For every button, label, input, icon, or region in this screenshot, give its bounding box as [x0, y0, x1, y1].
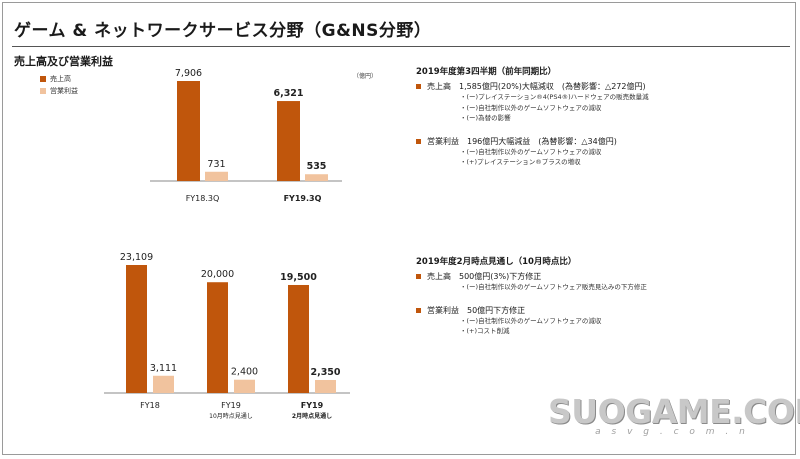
- bar-sales: [207, 282, 228, 393]
- page-title: ゲーム & ネットワークサービス分野（G&NS分野）: [14, 21, 432, 41]
- forecast-op-details: ・(ー)自社制作以外のゲームソフトウェアの減収 ・(+)コスト削減: [416, 316, 786, 337]
- bullet-icon: [416, 138, 421, 144]
- data-label: 731: [207, 159, 225, 170]
- legend-swatch-sales: [40, 76, 46, 82]
- bar-sales: [177, 81, 200, 181]
- chart-legend: 売上高 営業利益: [40, 73, 78, 97]
- q3-op-item: 営業利益 196億円大幅減益 (為替影響：△34億円): [416, 136, 786, 147]
- legend-label-operating-income: 営業利益: [50, 87, 78, 95]
- q3-op-line: 営業利益 196億円大幅減益 (為替影響：△34億円): [427, 136, 617, 146]
- detail-line: ・(ー)自社制作以外のゲームソフトウェアの減収: [460, 103, 602, 112]
- data-label: 23,109: [120, 252, 153, 263]
- detail-line: ・(ー)自社制作以外のゲームソフトウェア販売見込みの下方修正: [460, 283, 647, 291]
- bar-operating-income: [305, 174, 328, 181]
- data-label: 535: [307, 161, 327, 172]
- data-label: 7,906: [175, 68, 202, 79]
- category-label: FY19: [221, 401, 241, 410]
- data-label: 6,321: [273, 88, 303, 99]
- forecast-panel: 2019年度2月時点見通し（10月時点比） 売上高 500億円(3%)下方修正 …: [416, 255, 786, 345]
- bar-operating-income: [234, 379, 255, 393]
- category-label: FY19.3Q: [284, 194, 322, 203]
- bar-operating-income: [153, 375, 174, 393]
- forecast-sales-line: 売上高 500億円(3%)下方修正: [427, 272, 542, 281]
- slide-frame: [2, 2, 796, 455]
- bar-sales: [126, 265, 147, 393]
- forecast-op-item: 営業利益 50億円下方修正: [416, 305, 786, 316]
- data-label: 2,350: [310, 367, 340, 378]
- watermark: SUOGAME.COM a s v g . c o m . n: [548, 392, 800, 437]
- title-divider: [12, 46, 790, 47]
- category-sublabel: 2月時点見通し: [292, 412, 332, 420]
- bar-operating-income: [315, 379, 336, 393]
- category-label: FY19: [301, 401, 324, 410]
- forecast-op-line: 営業利益 50億円下方修正: [427, 305, 526, 315]
- forecast-sales-details: ・(ー)自社制作以外のゲームソフトウェア販売見込みの下方修正: [416, 282, 786, 293]
- category-sublabel: 10月時点見通し: [209, 412, 253, 420]
- bar-sales: [277, 101, 300, 181]
- detail-line: ・(ー)為替の影響: [460, 114, 511, 122]
- bullet-icon: [416, 84, 421, 89]
- detail-line: ・(+)プレイステーション®プラスの増収: [460, 158, 581, 166]
- category-label: FY18: [140, 401, 160, 410]
- data-label: 3,111: [150, 363, 177, 374]
- data-label: 2,400: [231, 367, 258, 378]
- q3-heading: 2019年度第3四半期（前年同期比）: [416, 67, 557, 77]
- q3-sales-details: ・(ー)プレイステーション®4(PS4®)ハードウェアの販売数量減 ・(ー)自社…: [416, 92, 786, 124]
- detail-line: ・(ー)自社制作以外のゲームソフトウェアの減収: [460, 147, 602, 156]
- legend-item-operating-income: 営業利益: [40, 85, 78, 97]
- q3-sales-line: 売上高 1,585億円(20%)大幅減収 (為替影響：△272億円): [427, 82, 646, 91]
- watermark-logo-text: SUOGAME.COM: [548, 392, 800, 431]
- forecast-sales-item: 売上高 500億円(3%)下方修正: [416, 271, 786, 282]
- detail-line: ・(ー)プレイステーション®4(PS4®)ハードウェアの販売数量減: [460, 93, 649, 101]
- bullet-icon: [416, 274, 421, 279]
- bar-sales: [288, 284, 309, 393]
- q3-op-details: ・(ー)自社制作以外のゲームソフトウェアの減収 ・(+)プレイステーション®プラ…: [416, 147, 786, 168]
- detail-line: ・(ー)自社制作以外のゲームソフトウェアの減収: [460, 316, 602, 325]
- legend-label-sales: 売上高: [50, 75, 71, 83]
- legend-item-sales: 売上高: [40, 73, 78, 85]
- q3-sales-item: 売上高 1,585億円(20%)大幅減収 (為替影響：△272億円): [416, 81, 786, 92]
- unit-label: （億円）: [353, 73, 378, 80]
- q3-results-panel: 2019年度第3四半期（前年同期比） 売上高 1,585億円(20%)大幅減収 …: [416, 65, 786, 176]
- bullet-icon: [416, 307, 421, 313]
- bar-operating-income: [205, 171, 228, 181]
- category-label: FY18.3Q: [186, 194, 220, 203]
- legend-swatch-operating-income: [40, 88, 46, 94]
- detail-line: ・(+)コスト削減: [460, 327, 510, 335]
- section-title: 売上高及び営業利益: [14, 55, 113, 68]
- watermark-subtext: a s v g . c o m . n: [595, 427, 749, 437]
- data-label: 20,000: [201, 269, 234, 280]
- forecast-heading: 2019年度2月時点見通し（10月時点比）: [416, 257, 577, 267]
- data-label: 19,500: [280, 272, 317, 283]
